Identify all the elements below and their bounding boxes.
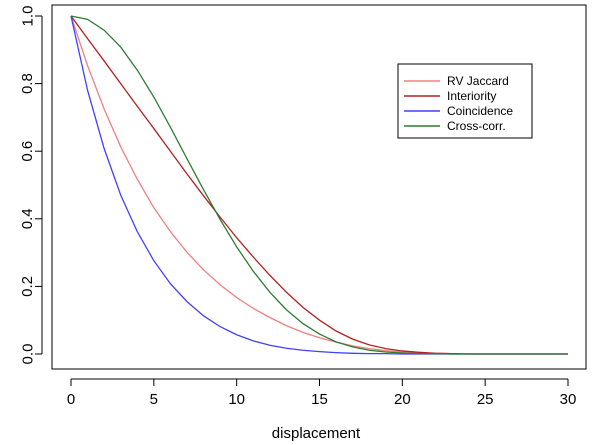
y-tick-label: 0.4	[19, 208, 36, 229]
series-line-3	[70, 15, 568, 355]
y-tick-label: 0.0	[19, 344, 36, 365]
axes	[41, 4, 587, 380]
legend-label: Coincidence	[447, 104, 513, 118]
plot-frame	[51, 4, 587, 370]
x-tick-label: 15	[311, 391, 328, 408]
y-tick-label: 0.8	[19, 73, 36, 94]
legend-label: RV Jaccard	[447, 74, 509, 88]
y-tick-label: 1.0	[19, 6, 36, 27]
y-tick-label: 0.2	[19, 276, 36, 297]
x-tick-label: 0	[67, 391, 75, 408]
x-tick-label: 20	[394, 391, 411, 408]
legend: RV JaccardInteriorityCoincidenceCross-co…	[397, 63, 533, 139]
x-tick-label: 30	[560, 391, 577, 408]
x-axis-title: displacement	[272, 425, 361, 442]
ticks: 0 5 10 15 20 25 30 0.0 0.2 0.4 0.6 0.8 1.0	[19, 6, 576, 408]
legend-label: Interiority	[447, 89, 496, 103]
x-tick-label: 10	[228, 391, 245, 408]
x-tick-label: 25	[477, 391, 494, 408]
legend-label: Cross-corr.	[447, 119, 506, 133]
x-tick-label: 5	[150, 391, 158, 408]
series-lines	[70, 15, 568, 355]
y-tick-label: 0.6	[19, 141, 36, 162]
